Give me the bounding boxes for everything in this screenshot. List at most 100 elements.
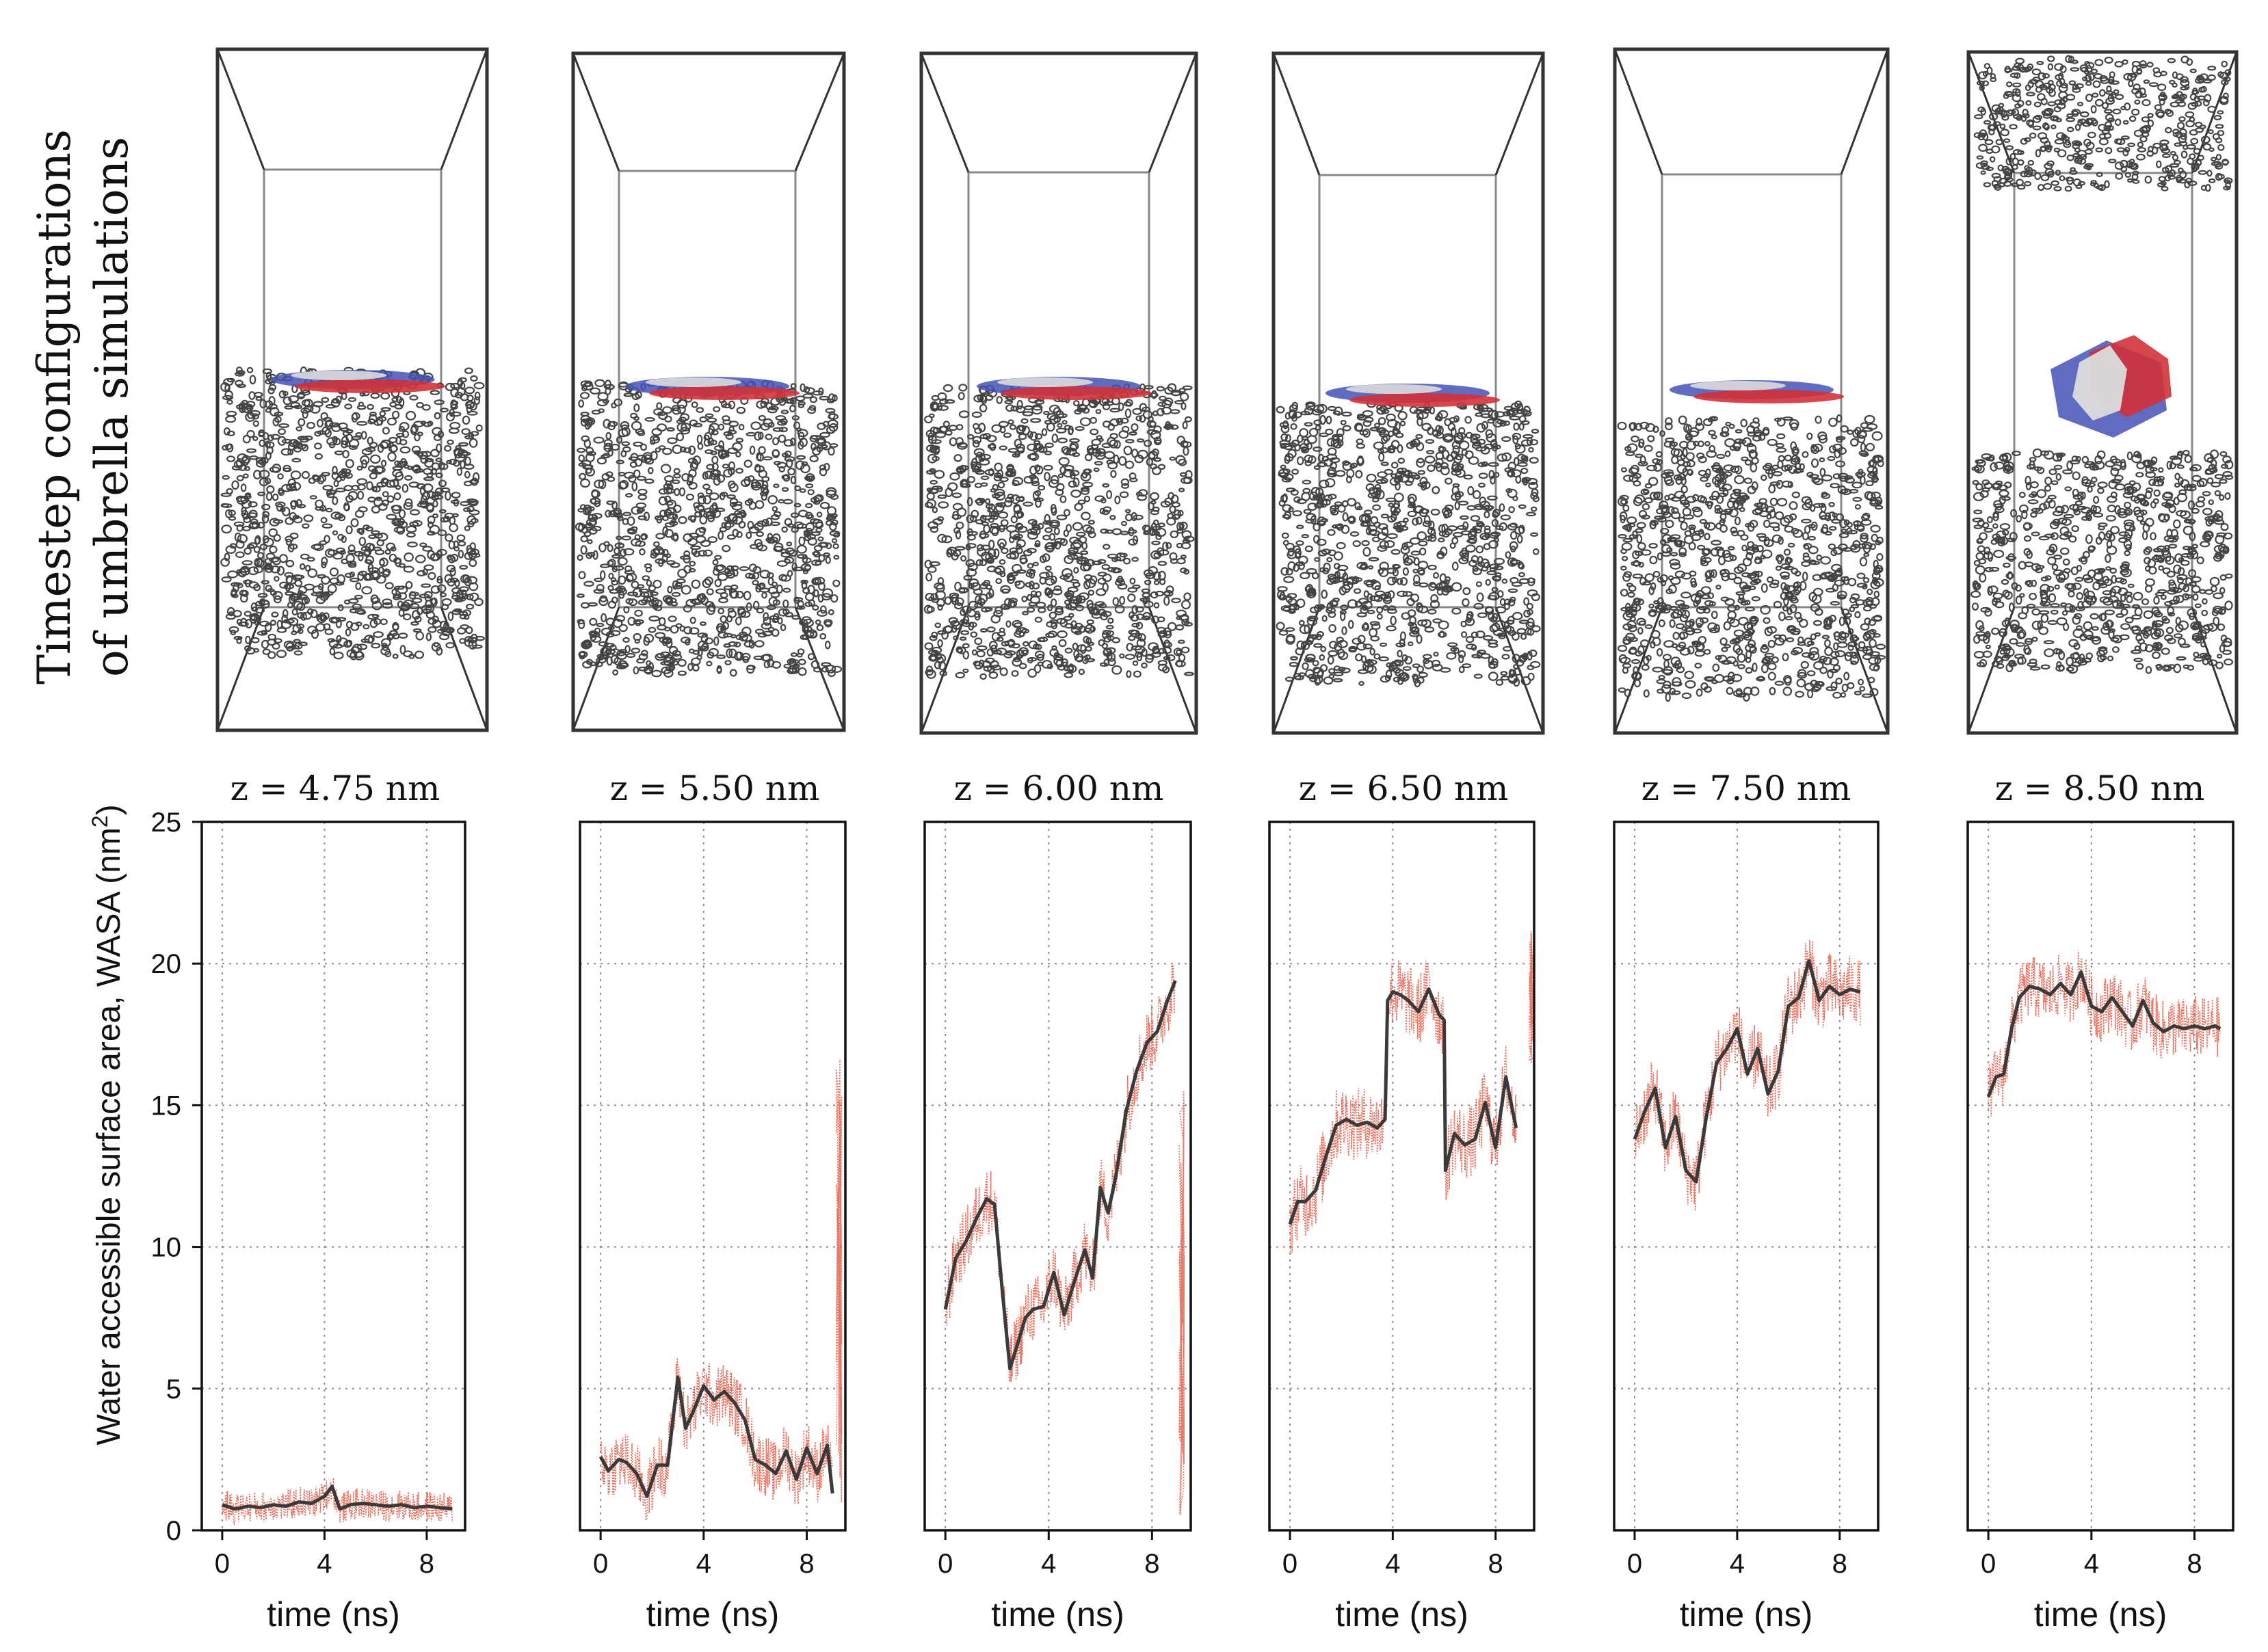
water-molecule [425,632,432,641]
water-molecule [1501,436,1512,442]
water-molecule [419,542,427,548]
water-molecule [598,543,607,552]
water-molecule [1037,637,1045,643]
water-molecule [756,452,762,461]
water-molecule [352,643,362,654]
water-molecule [397,460,406,468]
water-molecule [1484,511,1490,518]
water-molecule [974,661,984,670]
water-molecule [297,611,305,619]
water-molecule [1135,622,1144,630]
water-molecule [746,665,756,671]
water-molecule [1031,582,1040,589]
water-molecule [464,435,473,440]
water-molecule [1034,539,1041,546]
water-molecule [1063,468,1074,478]
water-molecule [1080,550,1089,555]
water-molecule [272,493,279,501]
water-molecule [627,591,639,596]
water-molecule [594,577,603,583]
water-molecule [959,636,967,641]
water-molecule [450,499,460,505]
water-molecule [618,428,629,438]
water-molecule [471,548,479,556]
water-molecule [753,655,765,661]
water-molecule [1507,462,1516,471]
water-molecule [1167,383,1177,392]
water-molecule [423,591,433,599]
water-molecule [1035,444,1042,451]
water-molecule [1073,650,1080,659]
water-molecule [1110,470,1117,478]
water-molecule [986,626,996,632]
water-molecule [352,412,360,421]
water-molecule [1276,622,1285,630]
water-molecule [343,640,352,648]
water-molecule [1030,527,1041,536]
water-molecule [646,595,655,602]
water-molecule [1468,535,1477,545]
water-molecule [341,440,348,449]
water-molecule [790,512,800,518]
water-molecule [805,522,815,532]
water-molecule [464,639,474,648]
water-molecule [806,629,818,639]
water-molecule [469,438,478,448]
water-molecule [392,653,399,659]
water-molecule [1068,547,1079,554]
water-molecule [1520,676,1531,686]
water-molecule [691,401,698,408]
water-molecule [404,498,413,507]
water-molecule [439,592,447,598]
water-molecule [1523,609,1531,618]
water-molecule [1328,549,1336,557]
water-molecule [1107,652,1116,662]
water-molecule [583,581,594,587]
water-molecule [1010,405,1019,412]
water-molecule [1349,464,1356,469]
water-molecule [1178,639,1185,644]
water-molecule [1488,462,1499,467]
water-molecule [678,516,687,524]
water-molecule [335,488,346,493]
water-molecule [1009,424,1016,430]
water-molecule [1051,588,1063,596]
water-molecule [766,572,774,579]
water-molecule [618,481,628,490]
water-molecule [1014,438,1023,449]
water-molecule [702,471,709,480]
water-molecule [1045,571,1053,578]
water-molecule [436,443,443,453]
water-molecule [466,515,477,525]
water-molecule [1514,667,1522,676]
water-molecule [925,669,936,679]
water-molecule [1072,642,1079,651]
water-molecule [622,518,629,525]
water-molecule [411,609,421,620]
water-molecule [604,642,615,648]
water-molecule [324,548,335,558]
water-molecule [373,618,382,626]
water-molecule [596,583,605,592]
water-molecule [599,595,607,602]
water-molecule [644,458,655,465]
water-molecule [760,423,771,431]
water-molecule [823,463,830,471]
water-molecule [934,470,945,479]
water-molecule [576,594,585,598]
water-molecule [934,622,942,628]
water-molecule [788,658,796,663]
water-molecule [999,559,1006,565]
water-molecule [464,552,473,560]
water-molecule [1304,454,1313,464]
water-molecule [1111,567,1120,574]
water-molecule [1467,485,1475,496]
water-molecule [740,511,747,518]
water-molecule [1016,654,1023,659]
water-molecule [427,521,434,529]
sheet-red [1349,393,1500,407]
water-molecule [393,521,404,527]
water-molecule [643,637,650,646]
water-molecule [621,535,632,541]
water-molecule [673,473,681,479]
